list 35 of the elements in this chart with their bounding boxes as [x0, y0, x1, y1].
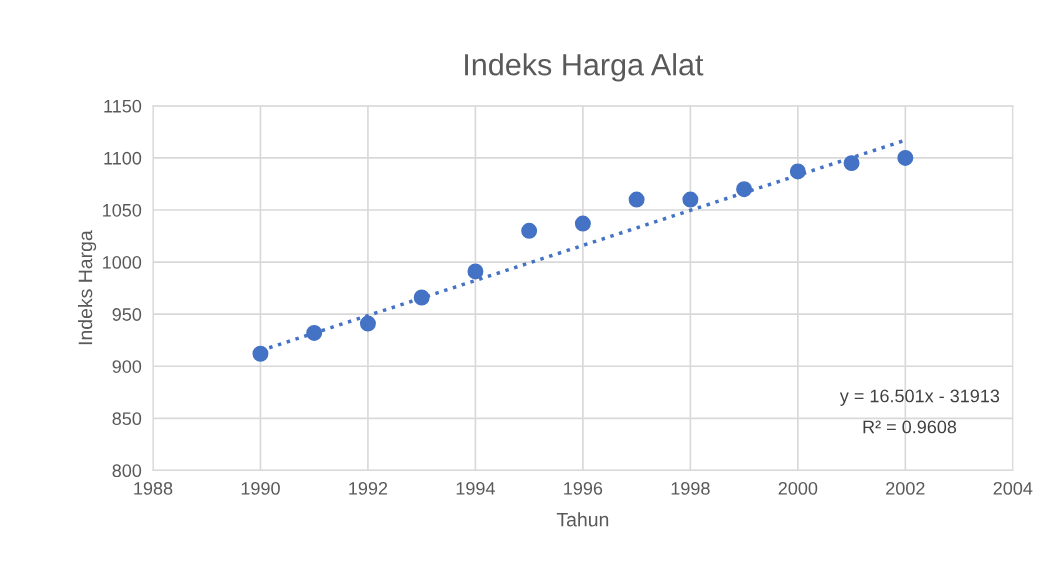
y-tick-label: 950 — [112, 308, 142, 321]
point — [682, 191, 699, 208]
y-tick-label: 1150 — [104, 99, 142, 113]
x-axis-title: Tahun — [556, 512, 609, 527]
annotation: R² = 0.9608 — [863, 420, 957, 434]
x-tick-label: 2002 — [886, 481, 925, 495]
point — [252, 345, 269, 362]
point — [521, 222, 538, 239]
y-tick-label: 800 — [112, 464, 142, 478]
chart-title: Indeks Harga Alat — [465, 53, 704, 82]
x-tick-label: 1994 — [456, 481, 495, 495]
x-tick-label: 2004 — [993, 481, 1033, 495]
point — [413, 289, 430, 306]
x-tick-label: 1998 — [671, 481, 710, 495]
point — [736, 181, 753, 198]
annotation: y = 16.501x - 31913 — [839, 389, 1000, 406]
y-axis-title: Indeks Harga — [78, 230, 97, 345]
y-tick-label: 1000 — [103, 256, 142, 269]
y-tick-label: 1050 — [103, 203, 142, 217]
point — [306, 324, 323, 341]
point — [897, 149, 914, 166]
point — [574, 215, 591, 232]
x-tick-label: 1988 — [134, 481, 173, 495]
x-tick-label: 1992 — [349, 481, 388, 495]
x-tick-label: 1996 — [564, 481, 603, 495]
y-tick-label: 850 — [112, 412, 142, 426]
x-tick-label: 2000 — [778, 481, 818, 495]
y-tick-label: 900 — [112, 360, 142, 373]
point — [789, 163, 806, 180]
point — [359, 315, 376, 332]
point — [628, 191, 645, 208]
point — [467, 263, 484, 280]
y-tick-label: 1100 — [104, 151, 142, 165]
point — [843, 155, 860, 172]
x-tick-label: 1990 — [241, 481, 280, 495]
